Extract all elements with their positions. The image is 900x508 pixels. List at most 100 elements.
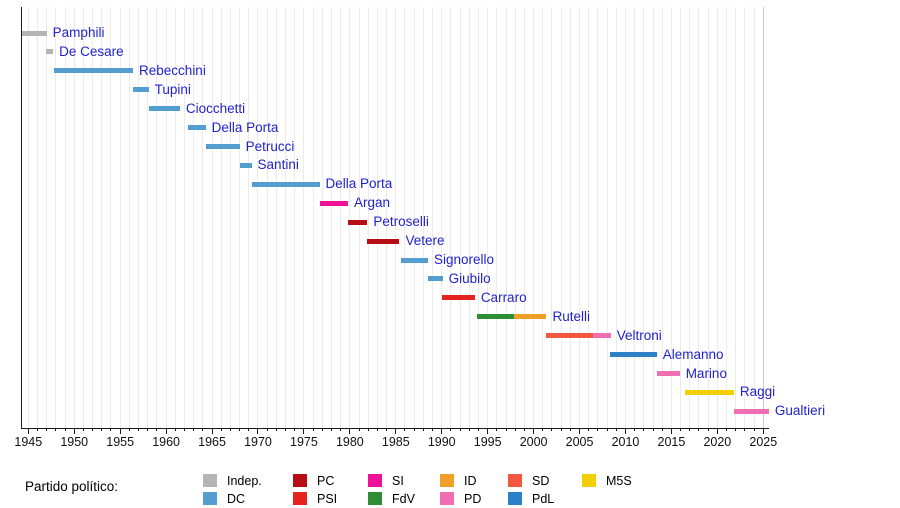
x-minor-tick xyxy=(183,428,185,431)
x-major-tick xyxy=(27,428,29,434)
x-minor-tick xyxy=(643,428,645,431)
x-tick-label: 2025 xyxy=(749,435,778,449)
legend-title: Partido político: xyxy=(25,479,119,494)
x-minor-tick xyxy=(588,428,590,431)
year-gridline xyxy=(551,7,553,429)
term-bar-segment-dc xyxy=(239,162,252,168)
year-gridline xyxy=(487,7,489,429)
x-minor-tick xyxy=(312,428,314,431)
x-minor-tick xyxy=(92,428,94,431)
x-minor-tick xyxy=(229,428,231,431)
x-minor-tick xyxy=(707,428,709,431)
year-gridline xyxy=(101,7,103,429)
x-minor-tick xyxy=(64,428,66,431)
year-gridline xyxy=(450,7,452,429)
year-gridline xyxy=(119,7,121,429)
year-gridline xyxy=(36,7,38,429)
legend-label-m5s: M5S xyxy=(606,474,632,488)
year-gridline xyxy=(358,7,360,429)
year-gridline xyxy=(156,7,158,429)
year-gridline xyxy=(753,7,755,429)
term-bar-segment-dc xyxy=(188,125,206,131)
mayor-name-label: Della Porta xyxy=(211,119,279,135)
x-minor-tick xyxy=(321,428,323,431)
legend-swatch-pc xyxy=(293,474,307,487)
x-major-tick xyxy=(395,428,397,434)
year-gridline xyxy=(138,7,140,429)
x-minor-tick xyxy=(376,428,378,431)
term-bar-segment-dc xyxy=(205,144,240,150)
legend-swatch-psi xyxy=(293,492,307,505)
term-bar-segment-pd xyxy=(656,371,680,377)
x-minor-tick xyxy=(138,428,140,431)
year-gridline xyxy=(110,7,112,429)
x-minor-tick xyxy=(275,428,277,431)
term-bar-segment-dc xyxy=(148,106,180,112)
year-gridline xyxy=(128,7,130,429)
year-gridline xyxy=(698,7,700,429)
mayor-name-label: Alemanno xyxy=(662,346,724,362)
x-minor-tick xyxy=(505,428,507,431)
x-tick-label: 1955 xyxy=(106,435,135,449)
year-gridline xyxy=(27,7,29,429)
mayor-name-label: Argan xyxy=(354,195,391,211)
term-bar-segment-pc xyxy=(348,219,368,225)
term-bar-segment-si xyxy=(319,200,348,206)
x-tick-label: 1975 xyxy=(290,435,318,449)
year-gridline xyxy=(533,7,535,429)
x-minor-tick xyxy=(560,428,562,431)
x-minor-tick xyxy=(422,428,424,431)
year-gridline xyxy=(689,7,691,429)
year-gridline xyxy=(349,7,351,429)
x-minor-tick xyxy=(239,428,241,431)
year-gridline xyxy=(597,7,599,429)
legend-label-indep: Indep. xyxy=(227,474,262,488)
year-gridline xyxy=(560,7,562,429)
year-gridline xyxy=(183,7,185,429)
year-gridline xyxy=(55,7,57,429)
x-tick-label: 2000 xyxy=(519,435,548,449)
x-tick-label: 2010 xyxy=(611,435,640,449)
year-gridline xyxy=(64,7,66,429)
year-gridline xyxy=(404,7,406,429)
year-gridline xyxy=(147,7,149,429)
x-minor-tick xyxy=(156,428,158,431)
x-minor-tick xyxy=(147,428,149,431)
year-gridline xyxy=(257,7,259,429)
year-gridline xyxy=(229,7,231,429)
mayor-name-label: Giubilo xyxy=(448,270,491,286)
mayor-name-label: De Cesare xyxy=(59,43,124,59)
x-minor-tick xyxy=(450,428,452,431)
x-minor-tick xyxy=(680,428,682,431)
term-bar-segment-sd xyxy=(546,333,594,339)
term-bar-segment-pd xyxy=(733,408,769,414)
x-minor-tick xyxy=(340,428,342,431)
year-gridline xyxy=(422,7,424,429)
year-gridline xyxy=(367,7,369,429)
year-gridline xyxy=(542,7,544,429)
year-gridline xyxy=(46,7,48,429)
mayor-name-label: Vetere xyxy=(405,233,445,249)
x-major-tick xyxy=(349,428,351,434)
year-gridline xyxy=(634,7,636,429)
x-major-tick xyxy=(303,428,305,434)
x-tick-label: 1995 xyxy=(473,435,502,449)
year-gridline xyxy=(670,7,672,429)
year-gridline xyxy=(569,7,571,429)
x-minor-tick xyxy=(55,428,57,431)
x-minor-tick xyxy=(698,428,700,431)
term-bar-segment-id xyxy=(514,314,547,320)
year-gridline xyxy=(312,7,314,429)
legend-label-fdv: FdV xyxy=(392,492,415,506)
x-tick-label: 1950 xyxy=(60,435,89,449)
year-gridline xyxy=(73,7,75,429)
x-minor-tick xyxy=(386,428,388,431)
x-minor-tick xyxy=(689,428,691,431)
x-minor-tick xyxy=(753,428,755,431)
x-minor-tick xyxy=(459,428,461,431)
x-major-tick xyxy=(533,428,535,434)
x-minor-tick xyxy=(477,428,479,431)
year-gridline xyxy=(413,7,415,429)
mayor-name-label: Santini xyxy=(257,157,299,173)
x-minor-tick xyxy=(285,428,287,431)
